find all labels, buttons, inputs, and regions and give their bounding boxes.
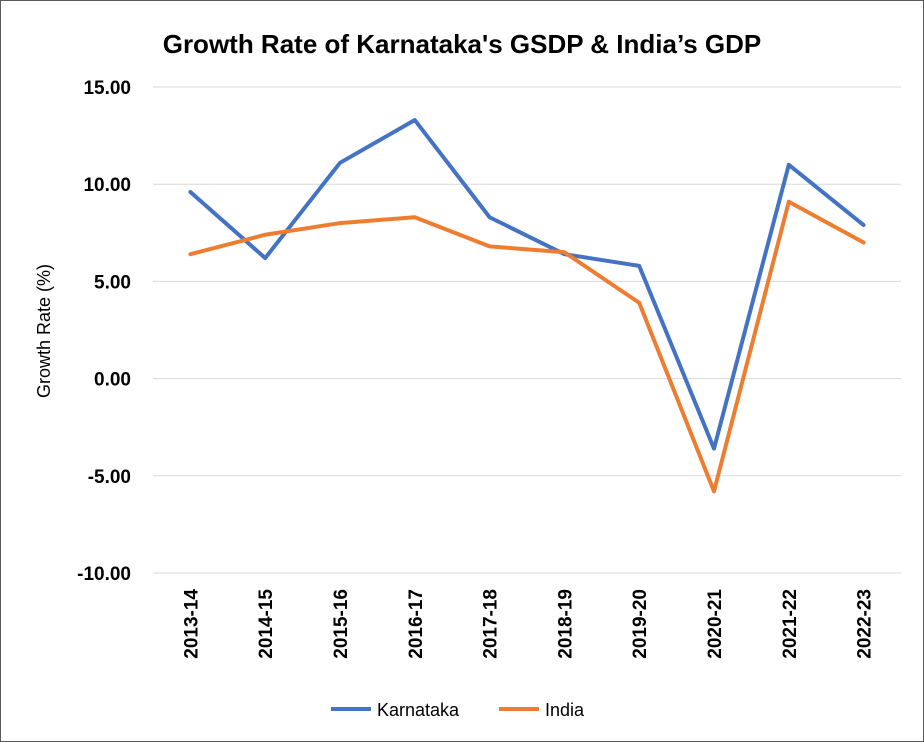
y-tick-label: -10.00 — [77, 564, 131, 585]
y-tick-label: 0.00 — [94, 370, 131, 391]
y-tick-label: 10.00 — [83, 175, 131, 196]
x-tick-label: 2022-23 — [855, 589, 876, 659]
x-tick-label: 2013-14 — [181, 589, 202, 659]
x-tick-label: 2015-16 — [331, 589, 352, 659]
chart-title: Growth Rate of Karnataka's GSDP & India’… — [163, 29, 762, 59]
y-tick-label: 15.00 — [83, 78, 131, 99]
legend-label: Karnataka — [377, 700, 460, 720]
legend-item-india: India — [499, 700, 585, 720]
legend-label: India — [545, 700, 585, 720]
x-tick-label: 2020-21 — [705, 589, 726, 659]
x-tick-label: 2016-17 — [406, 589, 427, 659]
y-tick-label: -5.00 — [88, 467, 131, 488]
series-line-india — [188, 199, 866, 494]
series-line-karnataka — [188, 118, 866, 451]
x-tick-label: 2019-20 — [630, 589, 651, 659]
y-axis-label: Growth Rate (%) — [34, 264, 54, 398]
legend-item-karnataka: Karnataka — [331, 700, 460, 720]
x-tick-label: 2018-19 — [555, 589, 576, 659]
x-tick-label: 2021-22 — [780, 589, 801, 659]
y-tick-label: 5.00 — [94, 272, 131, 293]
x-tick-label: 2017-18 — [481, 589, 502, 659]
x-tick-label: 2014-15 — [256, 589, 277, 659]
